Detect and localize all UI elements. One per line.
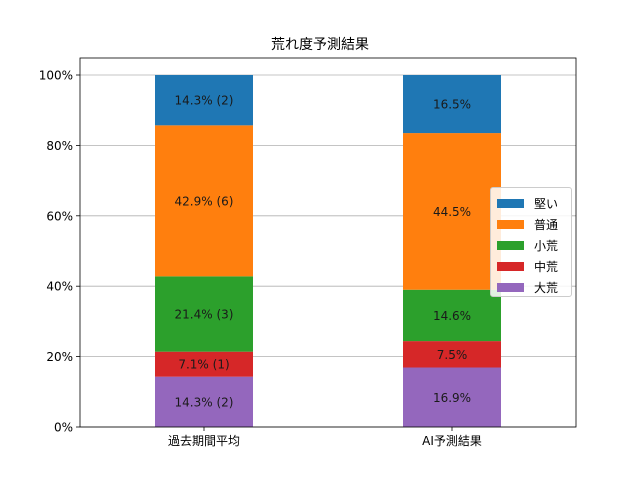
legend-swatch	[497, 283, 524, 292]
bar-data-label: 14.3% (2)	[175, 94, 234, 108]
bar-data-label: 14.6%	[433, 309, 471, 323]
legend-item: 大荒	[497, 277, 565, 298]
legend-label: 普通	[534, 218, 559, 232]
x-tick-label: 過去期間平均	[168, 434, 240, 448]
legend-label: 堅い	[534, 197, 559, 211]
y-tick-label: 40%	[46, 280, 73, 294]
bar-segment	[403, 133, 501, 290]
y-tick-group: 0% 20% 40% 60% 80% 100%	[39, 69, 80, 435]
legend-swatch	[497, 199, 524, 208]
bar-segment	[403, 289, 501, 342]
legend-label: 大荒	[534, 281, 559, 295]
bar-segment	[403, 341, 501, 368]
bar-data-label: 14.3% (2)	[175, 395, 234, 409]
legend-label: 小荒	[534, 239, 559, 253]
bar-segment	[403, 367, 501, 427]
legend-item: 普通	[497, 214, 565, 235]
y-tick-label: 0%	[54, 421, 73, 435]
bar-data-label: 42.9% (6)	[175, 194, 234, 208]
chart-title: 荒れ度予測結果	[271, 37, 369, 53]
legend-item: 小荒	[497, 235, 565, 256]
bar-data-label: 16.9%	[433, 391, 471, 405]
bar-segment	[403, 75, 501, 134]
bar-label-group: 14.3% (2) 7.1% (1) 21.4% (3) 42.9% (6) 14.3%…	[175, 94, 472, 410]
y-tick-label: 100%	[39, 69, 73, 83]
axes	[79, 57, 577, 428]
bar-segment	[155, 125, 253, 277]
legend-item: 中荒	[497, 256, 565, 277]
x-tick-group: 過去期間平均 AI予測結果	[168, 427, 482, 448]
bar-segment	[155, 276, 253, 352]
y-tick-label: 80%	[46, 139, 73, 153]
y-tick-label: 20%	[46, 350, 73, 364]
legend: 堅い普通小荒中荒大荒	[490, 187, 572, 297]
bar-stack-group	[155, 75, 501, 427]
legend-item: 堅い	[497, 193, 565, 214]
bar-segment	[155, 376, 253, 427]
bar-segment	[155, 351, 253, 377]
legend-swatch	[497, 241, 524, 250]
plot-frame	[79, 57, 577, 428]
bar-data-label: 7.5%	[437, 348, 468, 362]
x-tick-label: AI予測結果	[422, 434, 482, 448]
legend-label: 中荒	[534, 260, 559, 274]
bar-data-label: 7.1% (1)	[178, 358, 229, 372]
legend-swatch	[497, 262, 524, 271]
bar-data-label: 16.5%	[433, 98, 471, 112]
bar-segment	[155, 75, 253, 126]
bar-data-label: 21.4% (3)	[175, 308, 234, 322]
bar-data-label: 44.5%	[433, 205, 471, 219]
y-tick-label: 60%	[46, 209, 73, 223]
legend-swatch	[497, 220, 524, 229]
